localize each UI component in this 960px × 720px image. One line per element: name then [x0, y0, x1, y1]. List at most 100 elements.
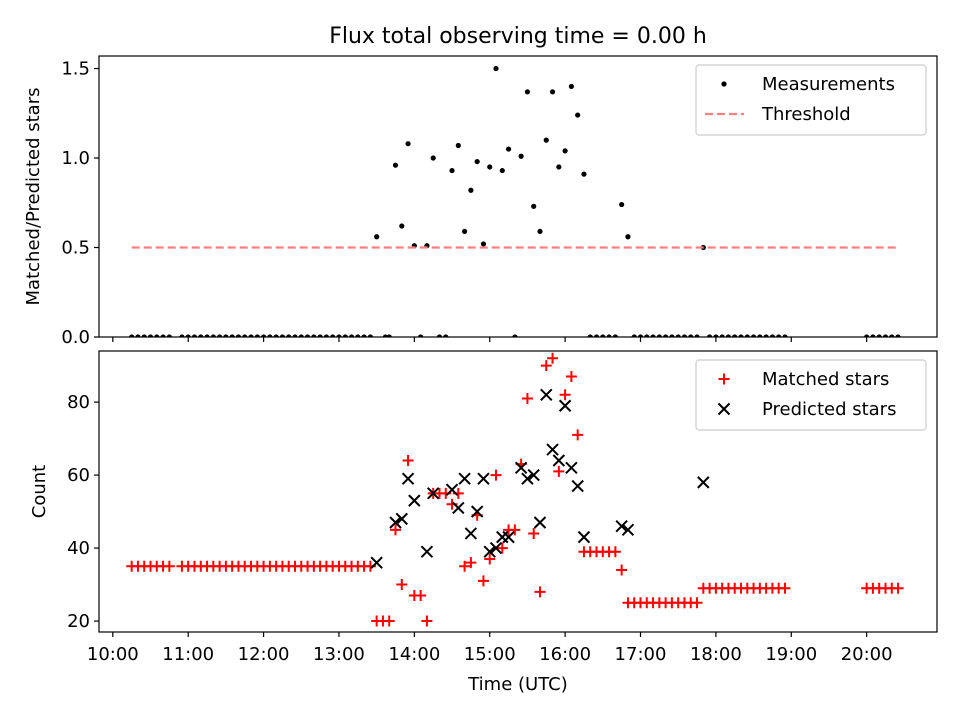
measurement-point — [675, 334, 681, 337]
measurement-point — [575, 112, 581, 118]
measurement-point — [637, 334, 644, 337]
measurement-point — [217, 334, 223, 337]
measurement-point — [493, 65, 499, 72]
measurement-point — [179, 334, 185, 337]
measurement-point — [210, 334, 216, 337]
measurement-point — [204, 334, 210, 337]
measurement-point — [518, 153, 524, 159]
measurement-point — [336, 334, 342, 337]
measurement-point — [191, 334, 198, 337]
measurement-point — [713, 334, 719, 337]
legend-label: Predicted stars — [762, 399, 896, 420]
predicted-stars-marker — [533, 516, 547, 529]
matched-stars-marker — [691, 597, 703, 609]
x-tick-label: 18:00 — [690, 644, 742, 665]
predicted-stars-marker — [458, 472, 471, 485]
measurement-point — [135, 334, 141, 337]
predicted-stars-marker — [502, 530, 515, 544]
matched-stars-marker — [459, 560, 471, 572]
predicted-stars-marker — [470, 505, 484, 518]
measurement-point — [348, 334, 355, 337]
count-series-1 — [370, 388, 710, 569]
legend-label: Threshold — [761, 104, 851, 125]
predicted-stars-marker — [571, 479, 584, 493]
measurement-point — [323, 334, 330, 337]
measurement-point — [462, 228, 468, 235]
matched-stars-marker — [616, 564, 628, 576]
predicted-stars-marker — [565, 461, 578, 474]
x-tick-label: 17:00 — [615, 644, 667, 665]
predicted-stars-marker — [540, 388, 553, 401]
matched-stars-marker — [528, 527, 540, 539]
predicted-stars-marker — [546, 443, 559, 456]
matched-stars-marker — [390, 524, 402, 536]
measurement-point — [612, 334, 618, 337]
x-tick-label: 19:00 — [765, 644, 817, 665]
predicted-stars-marker — [477, 472, 490, 485]
measurement-point — [650, 334, 656, 337]
measurement-point — [669, 334, 675, 337]
measurement-point — [292, 334, 298, 337]
matched-stars-marker — [163, 560, 175, 572]
measurement-point — [386, 334, 392, 337]
measurement-point — [330, 334, 336, 337]
predicted-stars-marker — [514, 461, 528, 474]
predicted-stars-marker — [401, 472, 415, 485]
matched-stars-marker — [496, 542, 508, 554]
count-y-tick-label: 80 — [67, 392, 90, 413]
matched-stars-marker — [509, 524, 521, 536]
measurement-point — [600, 334, 606, 337]
measurement-point — [279, 334, 286, 337]
matched-stars-marker — [465, 557, 477, 569]
ratio-y-tick-label: 0.5 — [61, 238, 90, 259]
measurement-point — [889, 334, 895, 337]
measurement-point — [235, 334, 242, 337]
ratio-axes-frame — [98, 55, 938, 338]
matched-stars-marker — [572, 429, 584, 441]
measurement-point — [568, 83, 574, 90]
count-series-0 — [126, 352, 904, 627]
measurement-point — [769, 334, 776, 337]
measurement-point — [242, 334, 248, 337]
ratio-panel: 0.0 0.5 1.0 1.5 Measurements Threshold — [61, 55, 938, 348]
measurement-point — [430, 155, 436, 161]
measurement-point — [487, 164, 493, 170]
legend-marker — [718, 373, 730, 385]
predicted-stars-marker — [697, 476, 710, 489]
measurement-point — [882, 334, 889, 337]
measurement-point — [757, 334, 763, 337]
measurement-point — [531, 203, 537, 209]
count-y-tick-label: 40 — [67, 538, 90, 559]
measurement-point — [864, 334, 870, 337]
count-panel: 20 40 60 80 10:00 11:00 12:00 13:00 14:00 15:00 16… — [67, 350, 938, 665]
measurement-point — [750, 334, 757, 337]
legend-marker — [717, 402, 731, 416]
measurement-point — [147, 334, 154, 337]
count-y-tick-label: 20 — [67, 611, 90, 632]
measurement-point — [443, 334, 449, 337]
measurement-point — [876, 334, 882, 337]
matched-stars-marker — [396, 579, 408, 591]
predicted-stars-marker — [527, 468, 540, 482]
matched-stars-marker — [484, 553, 496, 565]
ratio-y-tick-label: 1.0 — [61, 148, 90, 169]
measurement-point — [725, 334, 732, 337]
measurement-point — [593, 334, 600, 337]
measurement-point — [229, 334, 235, 337]
ratio-y-tick-label: 0.0 — [61, 327, 90, 348]
measurement-point — [537, 228, 543, 235]
predicted-stars-marker — [496, 530, 509, 544]
measurement-point — [286, 334, 292, 337]
measurement-point — [374, 234, 380, 240]
predicted-stars-marker — [577, 530, 591, 544]
matched-stars-marker — [547, 352, 559, 364]
predicted-stars-marker — [615, 519, 628, 533]
matched-stars-marker — [609, 546, 621, 558]
count-legend: Matched stars Predicted stars — [695, 359, 927, 431]
matched-stars-marker — [892, 582, 904, 594]
chart-title: Flux total observing time = 0.00 h — [329, 24, 707, 49]
x-tick-label: 20:00 — [841, 644, 893, 665]
measurement-point — [694, 334, 700, 337]
matched-stars-marker — [490, 469, 502, 481]
